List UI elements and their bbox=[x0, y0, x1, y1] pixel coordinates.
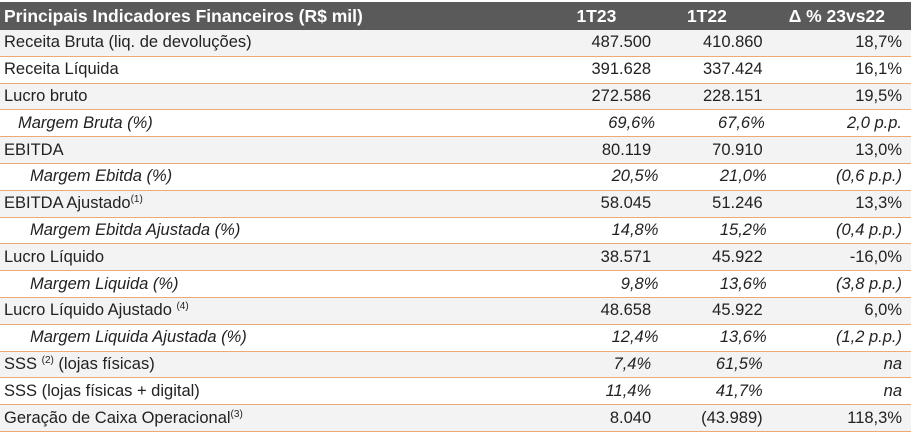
row-value-1t22: (43.989) bbox=[701, 408, 763, 427]
table-row: Receita Líquida 391.628 337.424 16,1% bbox=[0, 57, 911, 84]
table-row: Lucro bruto 272.586 228.151 19,5% bbox=[0, 83, 911, 111]
footnote-marker: (3) bbox=[230, 408, 243, 420]
row-value-1t23: 7,4% bbox=[613, 354, 652, 373]
footnote-marker: (1) bbox=[130, 194, 143, 206]
row-label: Margem Ebitda Ajustada (%) bbox=[30, 220, 241, 239]
row-label: Margem Bruta (%) bbox=[18, 113, 153, 132]
row-label: Receita Líquida bbox=[4, 60, 119, 79]
row-value-1t23: 69,6% bbox=[608, 113, 656, 132]
row-value-1t22: 51.246 bbox=[712, 194, 763, 213]
row-label: Margem Liquida (%) bbox=[30, 274, 179, 293]
row-value-1t22: 410.860 bbox=[702, 33, 763, 52]
table-row: Lucro Líquido 38.571 45.922 -16,0% bbox=[0, 244, 911, 272]
row-value-1t22: 21,0% bbox=[719, 167, 767, 186]
table-row: Margem Ebitda Ajustada (%) 14,8% 15,2% (… bbox=[0, 218, 911, 245]
financial-indicators-table: Principais Indicadores Financeiros (R$ m… bbox=[0, 2, 911, 432]
table-row: SSS (2) (lojas físicas) 7,4% 61,5% na bbox=[0, 351, 911, 379]
table-row: Margem Liquida (%) 9,8% 13,6% (3,8 p.p.) bbox=[0, 271, 911, 298]
header-col-delta: Δ % 23vs22 bbox=[788, 5, 885, 26]
row-value-1t23: 20,5% bbox=[611, 167, 659, 186]
row-value-1t22: 13,6% bbox=[719, 328, 767, 347]
row-value-1t23: 487.500 bbox=[591, 33, 652, 52]
row-value-1t22: 61,5% bbox=[715, 354, 763, 373]
row-value-1t23: 58.045 bbox=[600, 194, 652, 213]
table-row: Margem Ebitda (%) 20,5% 21,0% (0,6 p.p.) bbox=[0, 164, 911, 191]
row-label: Margem Ebitda (%) bbox=[30, 167, 173, 186]
row-label: Geração de Caixa Operacional(3) bbox=[4, 408, 243, 427]
row-label: Receita Bruta (liq. de devoluções) bbox=[4, 33, 252, 52]
row-value-delta: 2,0 p.p. bbox=[846, 113, 902, 132]
row-value-1t23: 14,8% bbox=[611, 220, 659, 239]
row-value-1t23: 80.119 bbox=[601, 140, 652, 159]
row-value-delta: 18,7% bbox=[855, 33, 902, 52]
row-value-1t22: 228.151 bbox=[702, 86, 763, 105]
row-value-delta: (0,6 p.p.) bbox=[835, 167, 903, 186]
table-row: EBITDA 80.119 70.910 13,0% bbox=[0, 137, 911, 164]
table-row: Lucro Líquido Ajustado (4) 48.658 45.922… bbox=[0, 297, 911, 325]
row-value-1t22: 67,6% bbox=[718, 113, 765, 132]
row-value-1t23: 9,8% bbox=[620, 274, 659, 293]
footnote-marker: (2) bbox=[41, 354, 54, 366]
table-row: Margem Bruta (%) 69,6% 67,6% 2,0 p.p. bbox=[0, 110, 911, 138]
row-value-1t23: 8.040 bbox=[609, 408, 652, 427]
row-value-delta: 118,3% bbox=[847, 408, 902, 427]
row-value-1t23: 11,4% bbox=[605, 381, 652, 400]
row-label: EBITDA Ajustado(1) bbox=[4, 194, 143, 213]
table-row: Receita Bruta (liq. de devoluções) 487.5… bbox=[0, 30, 911, 57]
row-value-delta: (0,4 p.p.) bbox=[835, 220, 903, 239]
row-value-1t22: 15,2% bbox=[719, 220, 767, 239]
row-value-delta: 6,0% bbox=[864, 301, 902, 320]
row-label: Lucro Líquido Ajustado (4) bbox=[4, 301, 189, 320]
table-row: EBITDA Ajustado(1) 58.045 51.246 13,3% bbox=[0, 190, 911, 218]
row-label: Margem Liquida Ajustada (%) bbox=[30, 328, 247, 347]
row-label: SSS (lojas físicas + digital) bbox=[4, 381, 200, 400]
row-label: EBITDA bbox=[4, 140, 64, 159]
row-value-1t22: 337.424 bbox=[702, 60, 763, 79]
row-value-delta: 13,3% bbox=[855, 194, 902, 213]
table-row: Geração de Caixa Operacional(3) 8.040 (4… bbox=[0, 405, 911, 432]
row-value-1t23: 48.658 bbox=[600, 301, 652, 320]
footnote-marker: (4) bbox=[176, 301, 189, 313]
row-value-delta: na bbox=[883, 381, 902, 400]
table-row: SSS (lojas físicas + digital) 11,4% 41,7… bbox=[0, 378, 911, 406]
row-value-delta: (3,8 p.p.) bbox=[835, 274, 903, 293]
row-value-delta: na bbox=[883, 354, 902, 373]
row-value-delta: 13,0% bbox=[855, 140, 902, 159]
row-value-delta: 19,5% bbox=[855, 86, 902, 105]
row-value-1t22: 13,6% bbox=[719, 274, 767, 293]
table-row: Margem Liquida Ajustada (%) 12,4% 13,6% … bbox=[0, 325, 911, 352]
header-col-1t22: 1T22 bbox=[686, 5, 727, 26]
row-value-delta: 16,1% bbox=[855, 60, 902, 79]
row-label: Lucro Líquido bbox=[4, 247, 104, 266]
row-value-delta: -16,0% bbox=[849, 247, 902, 266]
row-value-1t23: 391.628 bbox=[591, 60, 652, 79]
row-value-1t22: 45.922 bbox=[712, 247, 763, 266]
row-value-1t23: 38.571 bbox=[600, 247, 652, 266]
header-label: Principais Indicadores Financeiros (R$ m… bbox=[4, 5, 363, 26]
header-col-1t23: 1T23 bbox=[576, 5, 617, 26]
row-value-1t22: 41,7% bbox=[715, 381, 763, 400]
row-value-1t23: 272.586 bbox=[591, 86, 652, 105]
row-label: Lucro bruto bbox=[4, 86, 88, 105]
row-value-1t23: 12,4% bbox=[611, 328, 659, 347]
row-value-delta: (1,2 p.p.) bbox=[835, 328, 903, 347]
row-value-1t22: 45.922 bbox=[712, 301, 763, 320]
table-header: Principais Indicadores Financeiros (R$ m… bbox=[0, 2, 911, 30]
row-value-1t22: 70.910 bbox=[712, 140, 763, 159]
row-label: SSS (2) (lojas físicas) bbox=[4, 354, 155, 373]
